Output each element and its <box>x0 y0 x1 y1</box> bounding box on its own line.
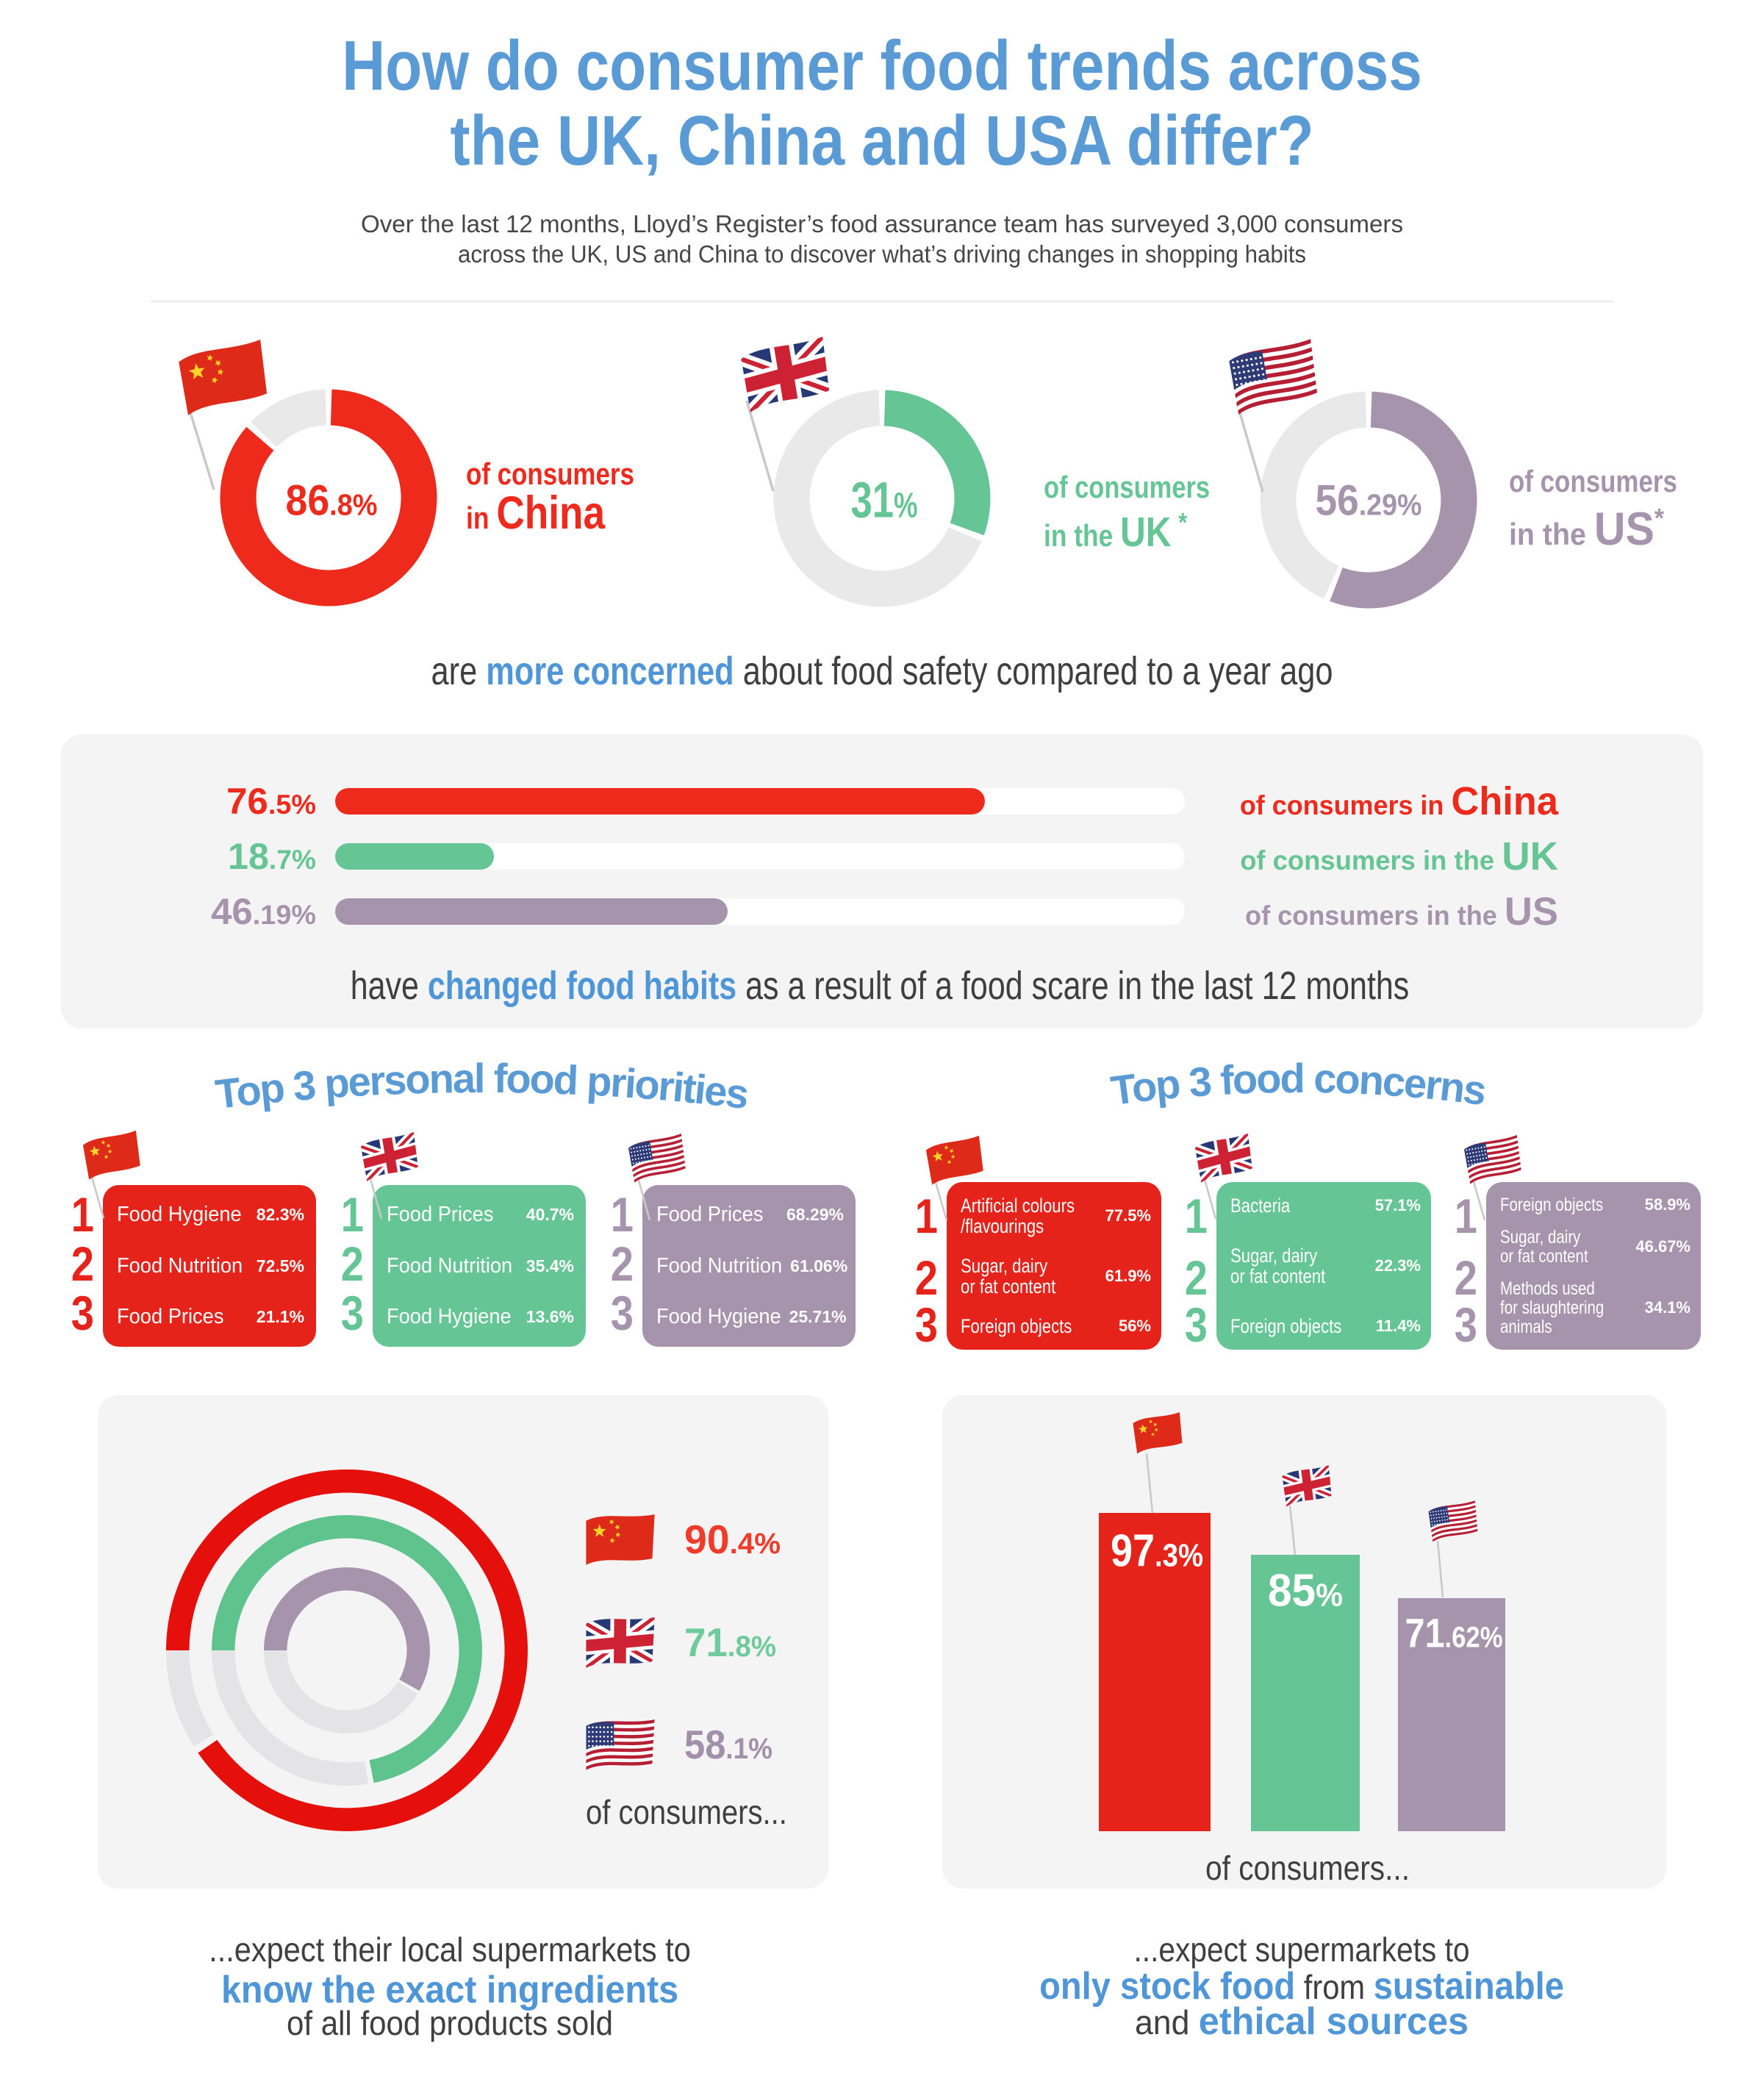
svg-text:Top 3 food concerns: Top 3 food concerns <box>1108 1055 1488 1114</box>
svg-text:Top 3 personal food priorities: Top 3 personal food priorities <box>213 1055 750 1117</box>
